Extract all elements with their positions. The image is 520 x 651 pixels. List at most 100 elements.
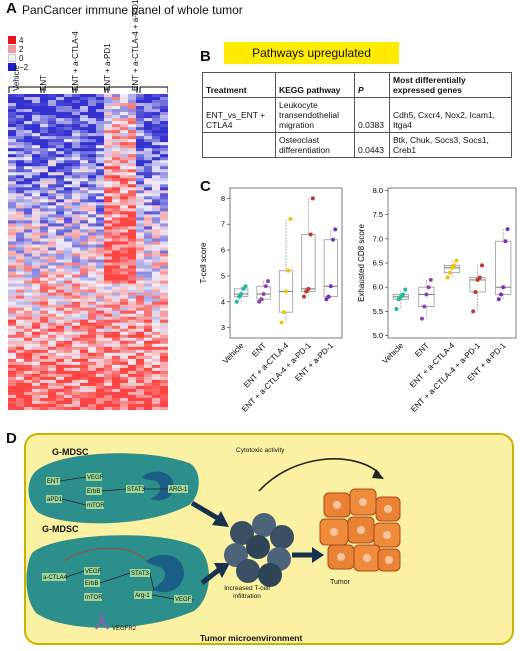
heatmap-cells [8, 94, 168, 410]
column-header: P [354, 72, 390, 98]
data-point [394, 306, 399, 311]
tcell-infiltration-label: Increased T-cell infiltration [224, 585, 270, 600]
box [256, 285, 271, 300]
data-point [454, 258, 459, 263]
data-point [333, 227, 338, 232]
data-point [480, 263, 484, 268]
node-label: VEGF [85, 569, 102, 575]
table-cell: Btk, Chuk, Socs3, Socs1, Creb1 [389, 132, 512, 158]
node-label: a-CTLA4 [43, 575, 68, 581]
tumor-microenvironment-label: Tumor microenvironment [200, 633, 303, 643]
box [234, 288, 249, 298]
data-point [281, 310, 286, 315]
panel-a-letter: A [6, 0, 17, 17]
column-header: Treatment [202, 72, 276, 98]
data-point [447, 270, 452, 275]
table-header-row: Treatment KEGG pathway P Most differenti… [202, 72, 512, 98]
data-point [424, 292, 429, 297]
table-cell: Cdh5, Cxcr4, Nox2, Icam1, Itga4 [389, 97, 512, 133]
table-cell: ENT_vs_ENT + CTLA4 [202, 97, 276, 133]
table-cell: Leukocyte transendothelial migration [275, 97, 355, 133]
box [392, 294, 409, 300]
node-label: Arg-1 [135, 593, 150, 599]
arrow-icon [190, 500, 221, 522]
box [443, 265, 461, 274]
data-point [401, 292, 405, 297]
data-point [266, 279, 270, 284]
y-tick-label: 7.5 [373, 210, 383, 219]
x-category-label: Vehicle [381, 341, 406, 366]
plot-frame [387, 187, 517, 339]
table-cell: 0.0443 [354, 132, 390, 158]
legend-tick: 0 [19, 53, 24, 63]
node-label: STAT3 [131, 571, 149, 577]
data-point [452, 263, 457, 268]
tumor-cluster-icon [319, 488, 401, 572]
box [469, 277, 486, 293]
data-point [279, 320, 284, 325]
node-label: mTOR [87, 503, 105, 509]
cytotoxic-label: Cytotoxic activity [236, 447, 285, 454]
data-point [284, 289, 288, 294]
column-header: KEGG pathway [275, 72, 355, 98]
data-point [263, 284, 268, 289]
panel-d-letter: D [6, 430, 17, 447]
y-tick-label: 8.0 [373, 186, 383, 195]
node-label: VEGF₂ [175, 597, 194, 603]
node-label: ARG-1 [169, 487, 188, 493]
data-point [420, 316, 424, 321]
nucleus-icon [146, 554, 184, 593]
data-point [243, 284, 248, 289]
y-tick-label: 7.0 [373, 234, 383, 243]
panel-c-letter: C [200, 178, 211, 195]
t-cell-cluster-icon [224, 513, 294, 587]
data-point [503, 239, 508, 244]
y-tick-label: 6 [221, 246, 225, 255]
node-label: VEGFR2 [112, 626, 137, 632]
node-label: aPD1 [47, 497, 63, 503]
treatment-label: ENT + a-PD1 [103, 43, 112, 91]
nucleus-icon [142, 471, 175, 501]
data-point [259, 297, 264, 302]
data-point [302, 294, 306, 299]
y-axis-label: Exhausted CD8 score [357, 224, 366, 302]
y-tick-label: 4 [221, 297, 225, 306]
g-mdsc-cell-top [28, 453, 199, 524]
x-category-label: ENT [250, 341, 268, 359]
y-tick-label: 5 [221, 271, 225, 280]
node-label: ErbB [85, 581, 99, 587]
box [323, 239, 338, 298]
node-label: ENT [47, 479, 59, 485]
data-point [445, 275, 450, 280]
x-category-label: ENT + a-CTLA-4 [408, 341, 457, 390]
data-point [501, 285, 506, 290]
data-point [403, 287, 408, 292]
table-cell [202, 132, 276, 158]
kegg-table: Treatment KEGG pathway P Most differenti… [202, 72, 512, 158]
heatmap-color-legend: 4 2 0 −2 [8, 36, 28, 72]
y-tick-label: 7 [221, 220, 225, 229]
panel-a-title: PanCancer immune panel of whole tumor [22, 3, 243, 17]
mechanism-diagram [26, 453, 401, 630]
table-row: ENT_vs_ENT + CTLA4 Leukocyte transendoth… [202, 97, 512, 133]
treatment-label: ENT + a-CTLA-4 [71, 31, 80, 91]
table-cell: 0.0383 [354, 97, 390, 133]
column-header: Most differentially expressed genes [389, 72, 512, 98]
box [301, 234, 316, 292]
tumor-label: Tumor [330, 579, 350, 586]
node-label: STAT3 [127, 487, 145, 493]
table-row: Osteoclast differentiation 0.0443 Btk, C… [202, 132, 512, 158]
y-tick-label: 5.5 [373, 307, 383, 316]
cytotoxic-arrow [258, 458, 380, 492]
data-point [477, 275, 482, 280]
data-point [261, 292, 266, 297]
data-point [234, 299, 239, 304]
y-axis-label: T-cell score [199, 242, 208, 283]
vegfr2-receptor-icon [95, 613, 109, 630]
x-category-label: ENT [413, 341, 431, 359]
table-cell: Osteoclast differentiation [275, 132, 355, 158]
data-point [288, 217, 293, 222]
pathways-banner: Pathways upregulated [224, 42, 399, 64]
group-brackets [8, 86, 168, 93]
